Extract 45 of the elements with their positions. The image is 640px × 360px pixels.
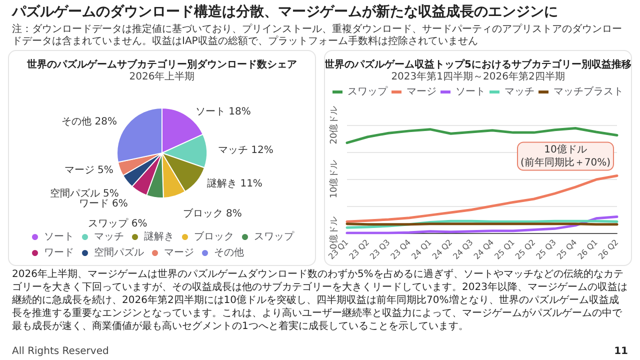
legend-label: ソート [456,86,486,98]
line-series [346,216,618,234]
x-tick-label: 24 Q1 [410,238,434,262]
x-tick-label: 23 Q3 [368,238,392,262]
text: パズルゲームのダウンロード構造は分散、マージゲームが新たな収益成長のエンジンに [12,4,559,21]
x-tick-label: 23 Q4 [389,238,412,262]
legend-label: 謎解き [144,230,174,242]
category-label: 空間パズル 5% [50,188,119,200]
line-series [346,174,618,223]
category-label: 謎解き 11% [207,178,262,190]
legend-label: ソート [44,232,74,242]
category-label: ワード 6% [78,198,128,210]
legend-label: ブロック [194,230,234,242]
legend-label: マッチ [94,232,124,242]
x-tick-label: 25 Q4 [555,238,579,262]
category-label: スワップ 6% [88,218,148,230]
x-tick-label: 23 Q2 [348,238,371,262]
text: 2026年上半期、マージゲームは世界のパズルゲームダウンロード数のわずか5%を占めるに過ぎず、ソートやマッチなどの伝統的なカテゴリーを大きく下回っていますが、その収益成長は他のサブカテゴリーを大きくリードしています。2023年以降、マージゲームの収益は継続的に急成長を続け、2026年第2四半期には10億ドルを突破し、四半期収益は前年同期比70%増となり、世界のパズルゲーム収益成長を推進する重要なエンジンとなっています。これは、より高いユーザー継続率と収益力によって、マージゲームがパズルゲームの中で最も成長が速く、商業価値が最も高いセグメントの1つへと着実に成長していることを示しています。 [12,268,628,333]
text: 11 [614,346,628,357]
category-label: ソート 18% [195,106,251,118]
text: All Rights Reserved [12,346,109,357]
legend-label: スワップ [348,86,388,98]
category-label: マッチ 12% [218,145,274,156]
legend-label: ワード [44,248,74,258]
y-tick-label: 10億ドル [328,160,340,198]
text: 注：ダウンロードデータは推定値に基づいており、プリインストール、重複ダウンロード、サードパーティのアプリストアのダウンロードデータは含まれていません。収益はIAP収益の総額で、プラットフォーム手数料は控除されていません [12,24,623,47]
legend-label: マッチブラスト [554,86,624,98]
line-series [346,126,618,144]
chart-title: 世界のパズルゲームサブカテゴリー別ダウンロード数シェア [26,58,297,70]
category-label: マージ 5% [64,164,114,176]
annotation: 10億ドル (前年同期比＋70%) [520,143,611,168]
legend-label: マージ [406,86,436,98]
chart-subtitle: 2023年第1四半期～2026年第2四半期 [391,70,565,82]
x-tick-label: 26 Q2 [596,238,620,262]
legend-label: その他 [214,246,244,258]
y-tick-label: 0億ドル [328,216,340,250]
legend-label: 空間パズル [94,246,144,258]
x-tick-label: 26 Q1 [576,238,600,262]
y-tick-label: 20億ドル [328,106,340,144]
legend-label: マッチ [504,86,534,98]
chart-subtitle: 2026年上半期 [129,70,195,82]
legend-label: マージ [164,248,194,258]
legend-label: スワップ [254,230,295,242]
category-label: その他 28% [62,116,117,128]
category-label: ブロック 8% [182,208,242,220]
